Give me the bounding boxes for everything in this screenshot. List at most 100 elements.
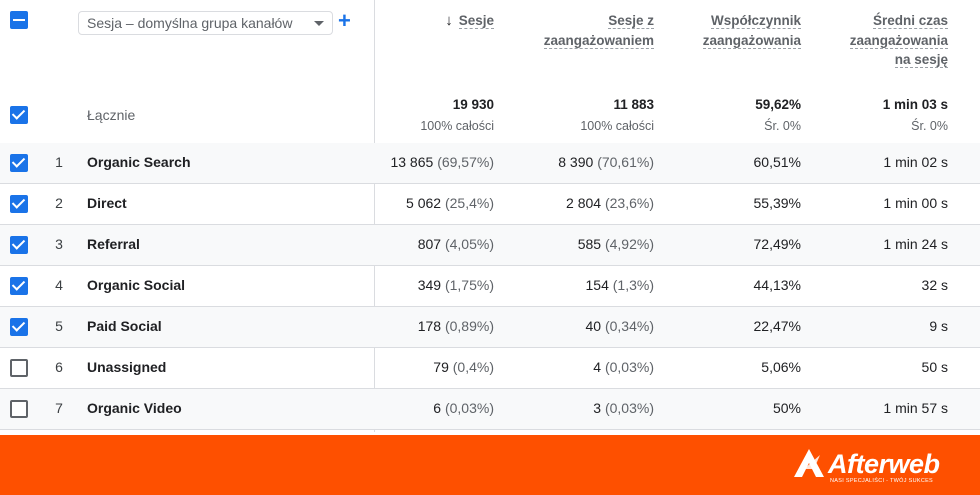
sessions-percent: (0,03%) xyxy=(444,400,494,416)
sessions-percent: (25,4%) xyxy=(444,195,494,211)
table-row[interactable]: 4 Organic Social 349 (1,75%) 154 (1,3%) 44,1… xyxy=(0,266,980,307)
add-dimension-button[interactable]: + xyxy=(338,8,351,33)
column-header-avg-engagement-time[interactable]: Średni czas zaangażowania na sesję xyxy=(849,11,948,70)
brand-footer: Afterweb NASI SPECJALIŚCI - TWÓJ SUKCES xyxy=(0,435,980,495)
total-sessions: 19 930 xyxy=(452,97,494,112)
engaged-sessions-percent: (23,6%) xyxy=(604,195,654,211)
column-header-text: zaangażowania xyxy=(849,32,948,49)
select-all-checkbox[interactable] xyxy=(10,11,28,29)
table-row[interactable]: 6 Unassigned 79 (0,4%) 4 (0,03%) 5,06% 50 s xyxy=(0,348,980,389)
row-checkbox[interactable] xyxy=(10,236,28,254)
engaged-sessions-percent: (0,34%) xyxy=(604,318,654,334)
sessions-value: 5 062 xyxy=(406,195,442,211)
table-row[interactable]: 5 Paid Social 178 (0,89%) 40 (0,34%) 22,47% 9… xyxy=(0,307,980,348)
channel-name[interactable]: Referral xyxy=(87,236,140,252)
channel-name[interactable]: Direct xyxy=(87,195,127,211)
sessions-cell: 13 865 (69,57%) xyxy=(390,154,494,170)
engaged-sessions-cell: 2 804 (23,6%) xyxy=(566,195,654,211)
engaged-sessions-cell: 154 (1,3%) xyxy=(586,277,654,293)
engaged-sessions-cell: 8 390 (70,61%) xyxy=(558,154,654,170)
row-checkbox[interactable] xyxy=(10,400,28,418)
engagement-rate-cell: 72,49% xyxy=(753,236,801,252)
row-index: 4 xyxy=(55,277,63,293)
total-engagement-rate: 59,62% xyxy=(755,97,801,112)
row-index: 7 xyxy=(55,400,63,416)
total-avg-engagement-time: 1 min 03 s xyxy=(882,97,948,112)
total-avg-engagement-time-sub: Śr. 0% xyxy=(911,119,948,133)
table-row[interactable]: 2 Direct 5 062 (25,4%) 2 804 (23,6%) 55,39% 1… xyxy=(0,184,980,225)
engaged-sessions-value: 154 xyxy=(585,277,609,293)
channel-name[interactable]: Organic Video xyxy=(87,400,182,416)
table-header: Sesja – domyślna grupa kanałów + ↓ Sesje … xyxy=(0,0,980,90)
table-row[interactable]: 7 Organic Video 6 (0,03%) 3 (0,03%) 50% 1 min… xyxy=(0,389,980,430)
column-divider xyxy=(374,0,375,432)
engaged-sessions-value: 3 xyxy=(593,400,602,416)
engaged-sessions-cell: 40 (0,34%) xyxy=(586,318,655,334)
channel-name[interactable]: Unassigned xyxy=(87,359,167,375)
sessions-percent: (1,75%) xyxy=(444,277,494,293)
column-header-engagement-rate[interactable]: Współczynnik zaangażowania xyxy=(702,11,801,50)
dimension-select-label: Sesja – domyślna grupa kanałów xyxy=(87,15,293,31)
sessions-value: 349 xyxy=(417,277,442,293)
avg-engagement-time-cell: 32 s xyxy=(921,277,948,293)
afterweb-logo-icon xyxy=(794,449,824,477)
engaged-sessions-percent: (0,03%) xyxy=(604,359,654,375)
row-checkbox[interactable] xyxy=(10,359,28,377)
engagement-rate-cell: 5,06% xyxy=(761,359,801,375)
sessions-value: 178 xyxy=(417,318,442,334)
engaged-sessions-value: 8 390 xyxy=(558,154,594,170)
sessions-value: 13 865 xyxy=(390,154,434,170)
sessions-cell: 79 (0,4%) xyxy=(433,359,494,375)
sessions-value: 807 xyxy=(417,236,442,252)
avg-engagement-time-cell: 1 min 00 s xyxy=(883,195,948,211)
avg-engagement-time-cell: 1 min 57 s xyxy=(883,400,948,416)
engagement-rate-cell: 60,51% xyxy=(753,154,801,170)
dimension-select[interactable]: Sesja – domyślna grupa kanałów xyxy=(78,11,333,35)
row-index: 6 xyxy=(55,359,63,375)
engaged-sessions-value: 4 xyxy=(593,359,602,375)
logo-tagline: NASI SPECJALIŚCI - TWÓJ SUKCES xyxy=(830,478,934,484)
sessions-value: 79 xyxy=(433,359,449,375)
column-header-engaged-sessions[interactable]: Sesje z zaangażowaniem xyxy=(543,11,654,50)
logo-text: Afterweb xyxy=(828,449,940,479)
engagement-rate-cell: 22,47% xyxy=(753,318,801,334)
channel-name[interactable]: Organic Search xyxy=(87,154,191,170)
engaged-sessions-percent: (70,61%) xyxy=(597,154,654,170)
avg-engagement-time-cell: 9 s xyxy=(929,318,948,334)
avg-engagement-time-cell: 1 min 24 s xyxy=(883,236,948,252)
table-row[interactable]: 1 Organic Search 13 865 (69,57%) 8 390 (70,… xyxy=(0,143,980,184)
row-index: 3 xyxy=(55,236,63,252)
afterweb-logo: Afterweb NASI SPECJALIŚCI - TWÓJ SUKCES xyxy=(792,447,952,487)
sessions-cell: 6 (0,03%) xyxy=(433,400,494,416)
row-checkbox[interactable] xyxy=(10,277,28,295)
totals-label: Łącznie xyxy=(87,107,136,123)
avg-engagement-time-cell: 50 s xyxy=(921,359,948,375)
engaged-sessions-cell: 585 (4,92%) xyxy=(578,236,654,252)
row-checkbox[interactable] xyxy=(10,195,28,213)
engagement-rate-cell: 44,13% xyxy=(753,277,801,293)
column-header-text: Średni czas xyxy=(872,13,948,29)
row-checkbox[interactable] xyxy=(10,154,28,172)
sessions-percent: (0,4%) xyxy=(452,359,494,375)
total-engaged-sessions: 11 883 xyxy=(613,97,654,112)
sessions-cell: 178 (0,89%) xyxy=(418,318,494,334)
sessions-cell: 349 (1,75%) xyxy=(418,277,494,293)
sessions-percent: (69,57%) xyxy=(437,154,494,170)
table-row[interactable]: 3 Referral 807 (4,05%) 585 (4,92%) 72,49% 1 m… xyxy=(0,225,980,266)
column-header-text: zaangażowania xyxy=(702,32,801,49)
column-header-sessions[interactable]: ↓ Sesje xyxy=(445,11,494,31)
sessions-value: 6 xyxy=(433,400,442,416)
channel-name[interactable]: Paid Social xyxy=(87,318,162,334)
engagement-rate-cell: 50% xyxy=(772,400,801,416)
column-header-text: na sesję xyxy=(894,52,948,68)
avg-engagement-time-cell: 1 min 02 s xyxy=(883,154,948,170)
totals-row: Łącznie 19 930 11 883 59,62% 1 min 03 s … xyxy=(0,90,980,144)
channel-name[interactable]: Organic Social xyxy=(87,277,186,293)
engaged-sessions-percent: (4,92%) xyxy=(604,236,654,252)
total-engagement-rate-sub: Śr. 0% xyxy=(764,119,801,133)
sessions-percent: (0,89%) xyxy=(444,318,494,334)
row-index: 1 xyxy=(55,154,63,170)
totals-checkbox[interactable] xyxy=(10,106,28,124)
row-checkbox[interactable] xyxy=(10,318,28,336)
report-table: Sesja – domyślna grupa kanałów + ↓ Sesje … xyxy=(0,0,980,432)
